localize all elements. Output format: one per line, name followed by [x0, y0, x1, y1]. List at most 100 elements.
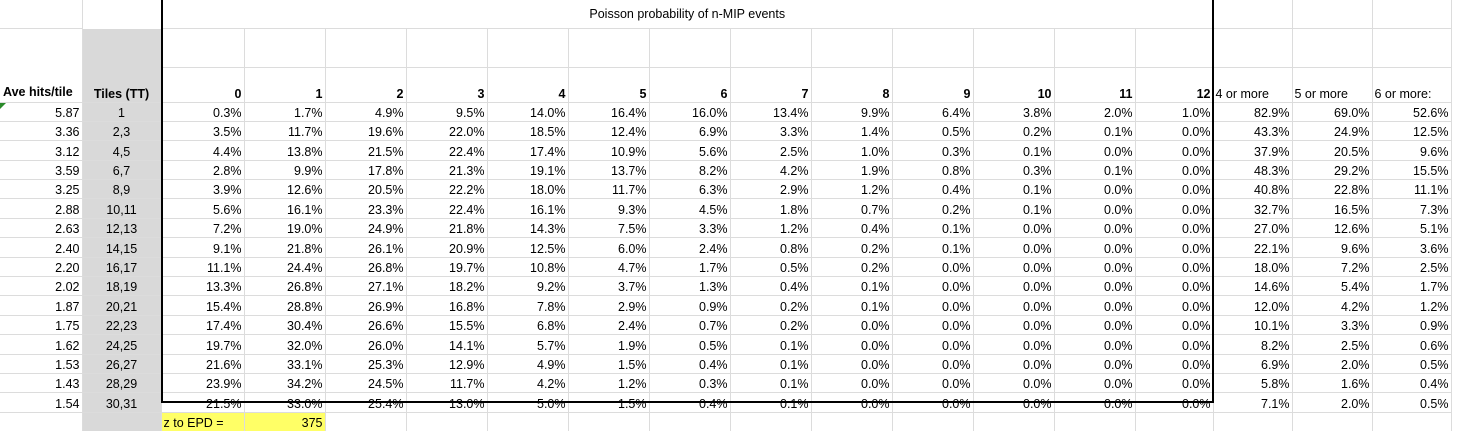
prob-cell-n9[interactable]: 0.0% — [892, 257, 974, 278]
z-to-epd-label[interactable]: z to EPD = — [161, 412, 245, 431]
prob-cell-n0[interactable]: 5.6% — [161, 198, 245, 219]
prob-cell-n5[interactable]: 12.4% — [568, 121, 650, 142]
prob-cell-n9[interactable]: 6.4% — [892, 102, 974, 122]
prob-cell-n2[interactable]: 25.3% — [325, 354, 407, 374]
prob-cell-n9[interactable]: 0.0% — [892, 354, 974, 374]
prob-cell-n4[interactable]: 5.7% — [487, 334, 569, 355]
prob-cell-n12[interactable]: 0.0% — [1135, 218, 1214, 239]
prob-cell-n6[interactable]: 0.7% — [649, 315, 731, 336]
prob-cell-n5[interactable]: 6.0% — [568, 237, 650, 258]
prob-cell-n11[interactable]: 2.0% — [1054, 102, 1136, 122]
prob-cell-n2[interactable]: 17.8% — [325, 160, 407, 181]
ave-hits-cell[interactable]: 1.54 — [0, 392, 83, 413]
tiles-cell[interactable]: 20,21 — [82, 295, 162, 316]
prob-cell-n8[interactable]: 0.1% — [811, 276, 893, 297]
prob-cell-n9[interactable]: 0.0% — [892, 334, 974, 355]
cumulative-cell-4[interactable]: 40.8% — [1213, 179, 1293, 200]
prob-cell-n1[interactable]: 32.0% — [244, 334, 326, 355]
prob-cell-n1[interactable]: 21.8% — [244, 237, 326, 258]
cumulative-cell-5[interactable]: 5.4% — [1292, 276, 1373, 297]
header-n-12[interactable]: 12 — [1135, 67, 1214, 103]
prob-cell-n0[interactable]: 23.9% — [161, 373, 245, 394]
prob-cell-n7[interactable]: 2.5% — [730, 140, 812, 161]
prob-cell-n4[interactable]: 17.4% — [487, 140, 569, 161]
header-n-4[interactable]: 4 — [487, 67, 569, 103]
cell[interactable] — [82, 0, 162, 29]
header-n-0[interactable]: 0 — [161, 67, 245, 103]
prob-cell-n5[interactable]: 11.7% — [568, 179, 650, 200]
prob-cell-n6[interactable]: 0.4% — [649, 392, 731, 413]
cumulative-cell-4[interactable]: 48.3% — [1213, 160, 1293, 181]
prob-cell-n0[interactable]: 2.8% — [161, 160, 245, 181]
cell[interactable] — [1054, 28, 1136, 68]
prob-cell-n12[interactable]: 0.0% — [1135, 373, 1214, 394]
prob-cell-n3[interactable]: 22.4% — [406, 140, 488, 161]
prob-cell-n10[interactable]: 0.0% — [973, 257, 1055, 278]
prob-cell-n12[interactable]: 1.0% — [1135, 102, 1214, 122]
cell[interactable] — [406, 412, 488, 431]
prob-cell-n4[interactable]: 5.0% — [487, 392, 569, 413]
prob-cell-n7[interactable]: 0.2% — [730, 295, 812, 316]
cumulative-cell-6[interactable]: 2.5% — [1372, 257, 1452, 278]
prob-cell-n0[interactable]: 11.1% — [161, 257, 245, 278]
cell[interactable] — [1135, 412, 1214, 431]
cumulative-cell-6[interactable]: 0.9% — [1372, 315, 1452, 336]
cumulative-cell-6[interactable]: 0.5% — [1372, 354, 1452, 374]
prob-cell-n10[interactable]: 0.0% — [973, 237, 1055, 258]
cell[interactable] — [730, 28, 812, 68]
cell[interactable] — [1292, 28, 1373, 68]
cell[interactable] — [487, 28, 569, 68]
cumulative-cell-5[interactable]: 2.0% — [1292, 392, 1373, 413]
cumulative-cell-6[interactable]: 9.6% — [1372, 140, 1452, 161]
prob-cell-n11[interactable]: 0.0% — [1054, 295, 1136, 316]
cell[interactable] — [0, 28, 83, 68]
prob-cell-n10[interactable]: 3.8% — [973, 102, 1055, 122]
prob-cell-n8[interactable]: 0.0% — [811, 315, 893, 336]
prob-cell-n5[interactable]: 1.5% — [568, 354, 650, 374]
ave-hits-cell[interactable]: 1.75 — [0, 315, 83, 336]
prob-cell-n11[interactable]: 0.0% — [1054, 315, 1136, 336]
prob-cell-n7[interactable]: 1.2% — [730, 218, 812, 239]
prob-cell-n11[interactable]: 0.0% — [1054, 198, 1136, 219]
cell[interactable] — [649, 28, 731, 68]
cumulative-cell-4[interactable]: 18.0% — [1213, 257, 1293, 278]
prob-cell-n12[interactable]: 0.0% — [1135, 160, 1214, 181]
prob-cell-n7[interactable]: 4.2% — [730, 160, 812, 181]
ave-hits-cell[interactable]: 1.87 — [0, 295, 83, 316]
cell[interactable] — [1054, 412, 1136, 431]
prob-cell-n4[interactable]: 14.0% — [487, 102, 569, 122]
cell[interactable] — [892, 412, 974, 431]
prob-cell-n12[interactable]: 0.0% — [1135, 179, 1214, 200]
prob-cell-n10[interactable]: 0.0% — [973, 354, 1055, 374]
cumulative-cell-5[interactable]: 24.9% — [1292, 121, 1373, 142]
prob-cell-n12[interactable]: 0.0% — [1135, 257, 1214, 278]
prob-cell-n0[interactable]: 4.4% — [161, 140, 245, 161]
prob-cell-n0[interactable]: 0.3% — [161, 102, 245, 122]
prob-cell-n11[interactable]: 0.0% — [1054, 354, 1136, 374]
prob-cell-n1[interactable]: 34.2% — [244, 373, 326, 394]
prob-cell-n7[interactable]: 0.1% — [730, 334, 812, 355]
header-n-8[interactable]: 8 — [811, 67, 893, 103]
tiles-cell[interactable]: 14,15 — [82, 237, 162, 258]
cumulative-cell-6[interactable]: 5.1% — [1372, 218, 1452, 239]
prob-cell-n12[interactable]: 0.0% — [1135, 276, 1214, 297]
prob-cell-n8[interactable]: 0.0% — [811, 354, 893, 374]
prob-cell-n3[interactable]: 14.1% — [406, 334, 488, 355]
prob-cell-n9[interactable]: 0.0% — [892, 373, 974, 394]
ave-hits-cell[interactable]: 5.87 — [0, 102, 83, 122]
z-to-epd-value[interactable]: 375 — [244, 412, 326, 431]
prob-cell-n8[interactable]: 0.7% — [811, 198, 893, 219]
prob-cell-n6[interactable]: 0.5% — [649, 334, 731, 355]
cumulative-cell-5[interactable]: 16.5% — [1292, 198, 1373, 219]
prob-cell-n10[interactable]: 0.3% — [973, 160, 1055, 181]
cumulative-cell-4[interactable]: 10.1% — [1213, 315, 1293, 336]
header-4-or-more[interactable]: 4 or more — [1213, 67, 1293, 103]
cell[interactable] — [406, 28, 488, 68]
cumulative-cell-4[interactable]: 14.6% — [1213, 276, 1293, 297]
prob-cell-n1[interactable]: 26.8% — [244, 276, 326, 297]
prob-cell-n1[interactable]: 28.8% — [244, 295, 326, 316]
prob-cell-n8[interactable]: 1.4% — [811, 121, 893, 142]
cumulative-cell-4[interactable]: 27.0% — [1213, 218, 1293, 239]
prob-cell-n4[interactable]: 6.8% — [487, 315, 569, 336]
prob-cell-n3[interactable]: 22.4% — [406, 198, 488, 219]
